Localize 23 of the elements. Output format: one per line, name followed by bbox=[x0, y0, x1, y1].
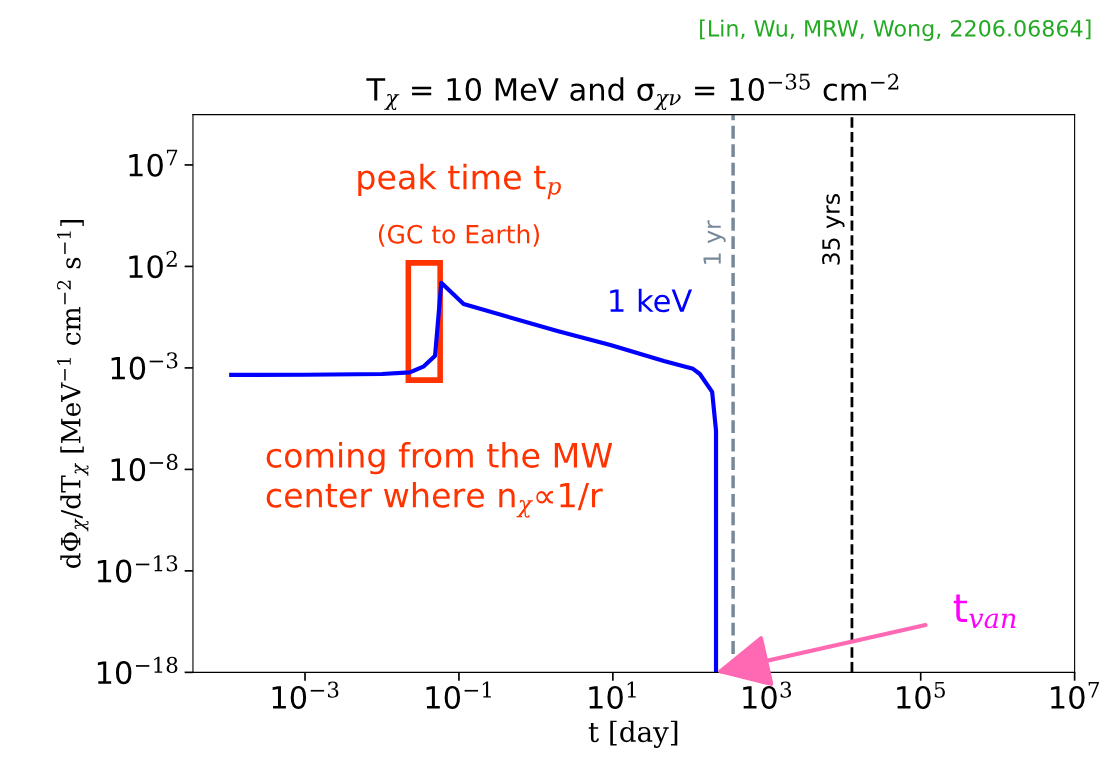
y-tick-label: 10$^{−13}$ bbox=[97, 555, 178, 583]
x-tick-label: 10$^{−1}$ bbox=[426, 681, 491, 709]
x-axis-title: t [day] bbox=[588, 720, 678, 748]
ref-line-label: 35 yrs bbox=[822, 194, 845, 265]
chart-title: T$_{χ}$ = 10 MeV and σ$_{χν}$ = 10$^{−35}$ cm$^{−2}$ bbox=[366, 73, 899, 111]
annotation: coming from the MW center where n$_{χ}$∝1/r bbox=[266, 442, 613, 518]
x-tick-label: 10$^{5}$ bbox=[897, 681, 945, 710]
x-tick-label: 10$^{3}$ bbox=[743, 681, 792, 709]
y-tick-label: 10$^{−3}$ bbox=[111, 352, 178, 380]
x-tick-label: 10$^{−3}$ bbox=[272, 681, 339, 709]
y-tick-label: 10$^{7}$ bbox=[129, 149, 178, 177]
annotation: peak time t$_{p}$ bbox=[358, 163, 561, 200]
text: dΦ$_{χ}$/dT$_{χ}$ [MeV$^{−1}$ cm$^{−2}$ s$^{−1}$] bbox=[57, 220, 89, 568]
y-tick-label: 10$^{−18}$ bbox=[97, 656, 178, 685]
y-tick-label: 10$^{2}$ bbox=[129, 250, 177, 279]
annotation: (GC to Earth) bbox=[378, 224, 539, 247]
annotation: t$_{van}$ bbox=[953, 594, 1016, 629]
text: [Lin, Wu, MRW, Wong, 2206.06864] bbox=[700, 19, 1091, 42]
series-label: 1 keV bbox=[610, 288, 693, 313]
y-tick-label: 10$^{−8}$ bbox=[111, 453, 178, 482]
x-tick-label: 10$^{7}$ bbox=[1051, 681, 1099, 710]
x-tick-label: 10$^{1}$ bbox=[589, 681, 636, 709]
ref-line-label: 1 yr bbox=[703, 220, 726, 264]
